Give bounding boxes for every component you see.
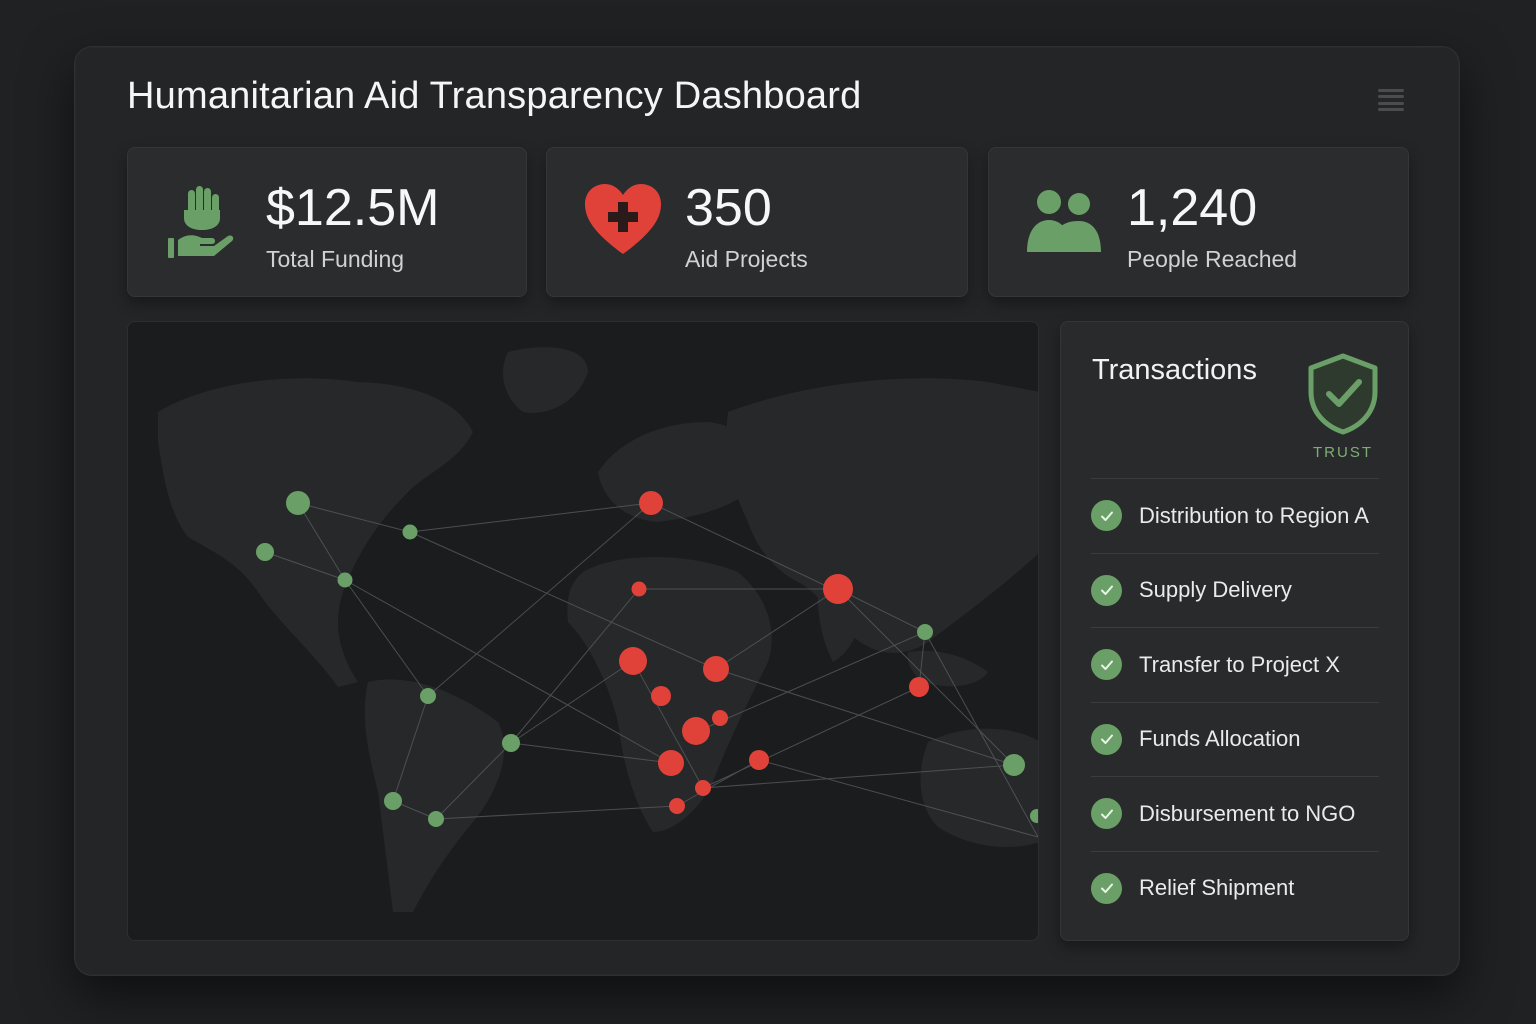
map-node-recipient[interactable] [631, 581, 647, 597]
trust-label: TRUST [1313, 444, 1373, 461]
stat-card-total-funding: $12.5M Total Funding [127, 147, 527, 297]
map-node-donor[interactable] [420, 688, 436, 704]
transactions-panel: Transactions TRUST Distribution to Regio… [1060, 321, 1409, 941]
map-node-recipient[interactable] [909, 677, 929, 697]
check-circle-icon [1091, 500, 1122, 532]
continents [158, 347, 1038, 912]
map-node-recipient[interactable] [658, 750, 684, 776]
transaction-label: Distribution to Region A [1139, 502, 1369, 528]
transaction-item[interactable]: Supply Delivery [1091, 552, 1379, 628]
people-reached-label: People Reached [1127, 246, 1298, 272]
map-node-recipient[interactable] [695, 780, 711, 796]
map-node-donor[interactable] [428, 811, 444, 827]
aid-projects-value: 350 [685, 179, 772, 237]
map-node-donor[interactable] [402, 524, 418, 540]
trust-badge: TRUST [1301, 352, 1381, 462]
people-icon [1025, 180, 1105, 264]
check-circle-icon [1091, 723, 1122, 755]
transactions-title: Transactions [1092, 354, 1257, 386]
page-title: Humanitarian Aid Transparency Dashboard [127, 75, 862, 117]
map-node-donor[interactable] [1003, 754, 1025, 776]
map-node-recipient[interactable] [669, 798, 685, 814]
dashboard-window: Humanitarian Aid Transparency Dashboard … [74, 46, 1460, 976]
heart-plus-icon [583, 180, 663, 264]
map-node-donor[interactable] [917, 624, 933, 640]
map-node-recipient[interactable] [749, 750, 769, 770]
total-funding-value: $12.5M [266, 179, 440, 237]
map-node-recipient[interactable] [639, 491, 663, 515]
map-node-recipient[interactable] [651, 686, 671, 706]
map-node-donor[interactable] [256, 543, 274, 561]
stat-card-people-reached: 1,240 People Reached [988, 147, 1409, 297]
map-node-donor[interactable] [384, 792, 402, 810]
transaction-label: Relief Shipment [1139, 875, 1295, 901]
transaction-item[interactable]: Transfer to Project X [1091, 627, 1379, 702]
map-node-donor[interactable] [1030, 809, 1039, 823]
hand-giving-icon [164, 180, 244, 264]
map-node-recipient[interactable] [682, 717, 710, 745]
map-node-recipient[interactable] [823, 574, 853, 604]
check-circle-icon [1091, 574, 1122, 606]
transaction-label: Transfer to Project X [1139, 651, 1340, 677]
map-node-donor[interactable] [502, 734, 520, 752]
stat-card-aid-projects: 350 Aid Projects [546, 147, 968, 297]
world-map[interactable] [127, 321, 1039, 941]
people-reached-value: 1,240 [1127, 179, 1258, 237]
shield-check-icon [1308, 353, 1378, 435]
check-circle-icon [1091, 649, 1122, 681]
recipient-nodes [619, 491, 929, 814]
hamburger-menu-icon[interactable] [1378, 87, 1404, 113]
map-node-recipient[interactable] [712, 710, 728, 726]
check-circle-icon [1091, 798, 1122, 830]
map-node-recipient[interactable] [703, 656, 729, 682]
transaction-links [264, 502, 1038, 838]
transaction-label: Disbursement to NGO [1139, 800, 1356, 826]
donor-nodes [256, 491, 1039, 827]
transaction-item[interactable]: Funds Allocation [1091, 701, 1379, 777]
transaction-label: Supply Delivery [1139, 577, 1292, 603]
map-node-donor[interactable] [286, 491, 310, 515]
map-node-recipient[interactable] [619, 647, 647, 675]
map-node-donor[interactable] [337, 572, 353, 588]
transaction-item[interactable]: Distribution to Region A [1091, 478, 1379, 553]
transactions-list: Distribution to Region A Supply Delivery… [1091, 478, 1379, 925]
transaction-label: Funds Allocation [1139, 726, 1301, 752]
aid-projects-label: Aid Projects [685, 246, 808, 272]
check-circle-icon [1091, 872, 1122, 904]
transaction-item[interactable]: Disbursement to NGO [1091, 776, 1379, 851]
total-funding-label: Total Funding [266, 246, 405, 272]
transaction-item[interactable]: Relief Shipment [1091, 850, 1379, 926]
